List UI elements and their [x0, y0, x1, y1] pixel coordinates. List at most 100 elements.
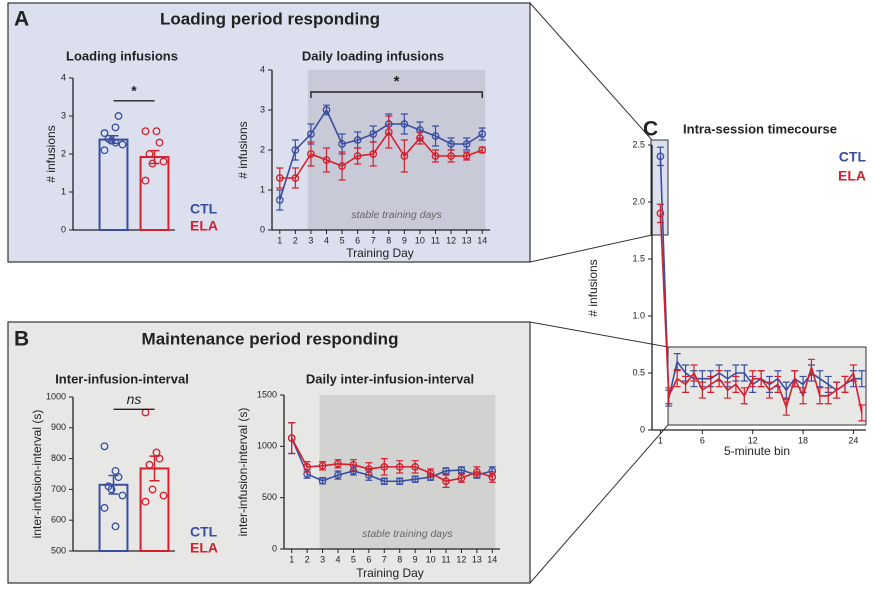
y-tick-label: 1000: [46, 391, 66, 401]
error-bar: [833, 381, 841, 399]
data-point: [416, 134, 424, 142]
data-point: [384, 128, 393, 136]
error-bar: [791, 370, 799, 388]
error-bar: [858, 370, 866, 388]
x-tick-label: 10: [426, 554, 436, 564]
chart-title: Daily loading infusions: [302, 48, 444, 63]
x-tick-label: 2: [305, 554, 310, 564]
error-bar: [824, 387, 832, 405]
error-bar: [447, 149, 455, 163]
data-point: [159, 491, 168, 500]
data-point: [457, 466, 466, 474]
significance-label: *: [131, 83, 137, 99]
y-axis-label: inter-infusion-interval (s): [236, 408, 250, 537]
error-bar: [307, 141, 315, 167]
data-point: [395, 477, 404, 486]
data-point: [100, 442, 109, 451]
error-bar: [841, 375, 849, 393]
data-point: [118, 491, 127, 500]
error-bar: [400, 113, 408, 135]
error-bar: [656, 203, 664, 224]
legend-label: ELA: [190, 218, 218, 234]
chart-title: Inter-infusion-interval: [55, 371, 189, 386]
error-bar: [656, 146, 664, 167]
data-point: [426, 469, 435, 477]
panel-a-box: [7, 2, 531, 263]
data-point: [275, 174, 284, 182]
error-bar: [757, 370, 765, 388]
x-tick-label: 4: [335, 554, 340, 564]
error-bar: [765, 381, 773, 399]
data-point: [159, 157, 168, 166]
error-bar: [432, 125, 439, 147]
data-point: [303, 463, 311, 471]
x-tick-label: 8: [386, 235, 391, 245]
error-bar: [442, 474, 450, 488]
data-point: [442, 467, 450, 475]
y-tick-label: 1.0: [632, 310, 645, 320]
data-point: [369, 150, 378, 158]
error-bar: [478, 127, 486, 141]
error-bar: [276, 189, 284, 211]
data-point: [155, 454, 164, 463]
data-point: [291, 174, 300, 182]
data-point: [400, 120, 409, 128]
x-tick-label: 11: [431, 235, 440, 245]
x-tick-label: 5: [340, 235, 345, 245]
x-tick-label: 3: [308, 235, 313, 245]
y-tick-label: 800: [51, 453, 66, 463]
x-tick-label: 1: [658, 435, 663, 445]
data-point: [380, 477, 389, 486]
significance-label: ns: [127, 391, 142, 407]
y-tick-label: 0: [272, 543, 277, 553]
y-tick-label: 1: [260, 184, 265, 194]
data-point: [322, 156, 331, 164]
data-point: [322, 106, 331, 114]
error-bar: [698, 381, 706, 399]
y-tick-label: 2.0: [632, 196, 645, 206]
zoom-box: [650, 139, 669, 236]
error-bar: [732, 375, 740, 393]
y-tick-label: 1500: [257, 389, 277, 399]
data-point: [141, 176, 150, 185]
error-bar: [849, 364, 857, 382]
error-bar: [715, 370, 723, 388]
data-point: [107, 485, 116, 494]
legend-label: ELA: [838, 168, 866, 184]
panel-title: Maintenance period responding: [142, 329, 399, 348]
x-tick-label: 12: [748, 435, 758, 445]
data-point: [400, 152, 409, 160]
error-bar: [816, 387, 824, 405]
data-point: [107, 136, 116, 145]
x-tick-label: 11: [441, 554, 450, 564]
data-point: [473, 468, 481, 476]
data-point: [380, 463, 389, 471]
error-bar: [774, 375, 782, 393]
data-point: [307, 130, 315, 138]
error-bar: [782, 398, 790, 416]
x-tick-label: 1: [277, 235, 282, 245]
y-tick-label: 500: [262, 492, 277, 502]
y-tick-label: 700: [51, 484, 66, 494]
x-tick-label: 14: [477, 235, 487, 245]
y-axis-label: # infusions: [44, 125, 58, 182]
panel-letter: B: [14, 328, 29, 351]
x-axis-label: 5-minute bin: [724, 444, 790, 458]
error-bar: [380, 458, 388, 476]
panel-title: Loading period responding: [160, 9, 380, 28]
y-tick-label: 2.5: [632, 139, 645, 149]
zoom-connector: [529, 424, 669, 584]
data-point: [431, 132, 440, 140]
data-point: [111, 522, 120, 531]
y-tick-label: 0: [61, 224, 66, 234]
data-point: [334, 471, 342, 479]
data-point: [349, 460, 358, 469]
error-bar: [291, 167, 299, 189]
chart-title: Loading infusions: [66, 48, 178, 63]
error-bar: [463, 137, 471, 151]
x-axis-label: Training Day: [346, 246, 414, 260]
x-tick-label: 6: [700, 435, 705, 445]
data-point: [100, 503, 109, 512]
error-bar: [432, 149, 439, 163]
error-bar: [385, 115, 393, 149]
